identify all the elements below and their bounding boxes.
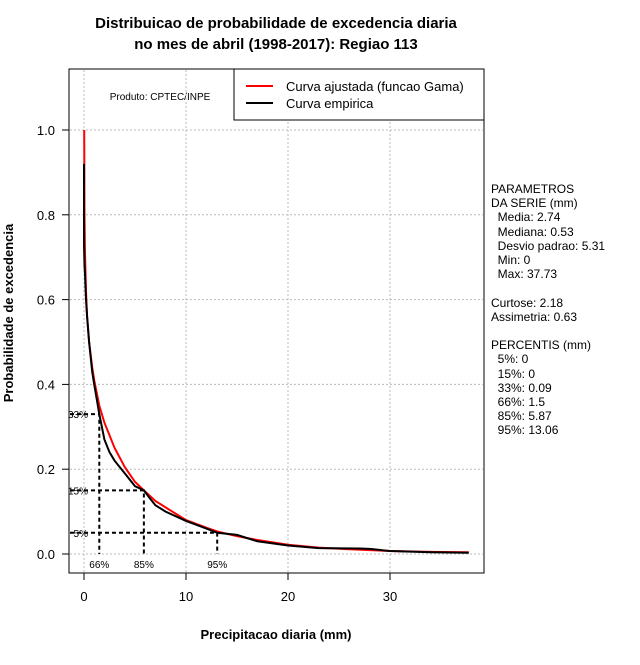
- y-tick-label: 0.6: [37, 293, 55, 308]
- stats-line: 33%: 0.09: [491, 380, 552, 395]
- x-tick-label: 20: [281, 589, 295, 604]
- legend-label-fitted: Curva ajustada (funcao Gama): [286, 79, 464, 94]
- x-tick-label: 10: [179, 589, 193, 604]
- percentile-marker-line: [70, 489, 145, 554]
- plot-frame: [68, 68, 485, 574]
- series-stats-panel: PARAMETROS DA SERIE (mm) Media: 2.74 Medi…: [491, 182, 605, 438]
- empirical-curve: [83, 163, 469, 554]
- percentile-y-label: 5%: [74, 529, 89, 540]
- percentile-y-label: 15%: [68, 486, 88, 497]
- stats-line: PERCENTIS (mm): [491, 338, 591, 353]
- stats-line: [491, 324, 605, 338]
- stats-line: Desvio padrao: 5.31: [491, 238, 606, 253]
- chart-title-line2: no mes de abril (1998-2017): Regiao 113: [134, 36, 417, 53]
- stats-line: Mediana: 0.53: [491, 224, 574, 239]
- y-tick-label: 0.0: [37, 547, 55, 562]
- stats-line: 95%: 13.06: [491, 423, 559, 438]
- credit-text: Produto: CPTEC/INPE: [110, 92, 211, 103]
- stats-line: 15%: 0: [491, 366, 536, 381]
- y-tick-label: 0.2: [37, 462, 55, 477]
- legend: Curva ajustada (funcao Gama) Curva empir…: [233, 68, 485, 121]
- y-axis-label: Probabilidade de excedencia: [1, 223, 16, 402]
- x-axis-label: Precipitacao diaria (mm): [201, 627, 352, 642]
- stats-line: Max: 37.73: [491, 267, 558, 282]
- stats-line: [491, 281, 605, 295]
- y-tick-label: 0.4: [37, 377, 55, 392]
- y-tick-label: 0.8: [37, 208, 55, 223]
- x-tick-label: 30: [383, 589, 397, 604]
- percentile-x-label: 85%: [134, 560, 154, 571]
- stats-line: 85%: 5.87: [491, 409, 552, 424]
- legend-label-empirical: Curva empirica: [286, 96, 374, 111]
- x-tick-label: 0: [80, 589, 87, 604]
- percentile-x-label: 66%: [89, 560, 109, 571]
- chart-title-line1: Distribuicao de probabilidade de exceden…: [95, 15, 457, 32]
- stats-line: Curtose: 2.18: [491, 295, 564, 310]
- stats-line: 66%: 1.5: [491, 395, 546, 410]
- stats-line: PARAMETROS: [491, 182, 575, 196]
- stats-line: 5%: 0: [491, 352, 529, 367]
- stats-line: Assimetria: 0.63: [491, 309, 578, 324]
- percentile-y-label: 33%: [68, 410, 88, 421]
- stats-line: DA SERIE (mm): [491, 196, 578, 211]
- percentile-x-label: 95%: [207, 560, 227, 571]
- stats-line: Media: 2.74: [491, 210, 561, 225]
- y-tick-label: 1.0: [37, 123, 55, 138]
- stats-line: Min: 0: [491, 253, 531, 268]
